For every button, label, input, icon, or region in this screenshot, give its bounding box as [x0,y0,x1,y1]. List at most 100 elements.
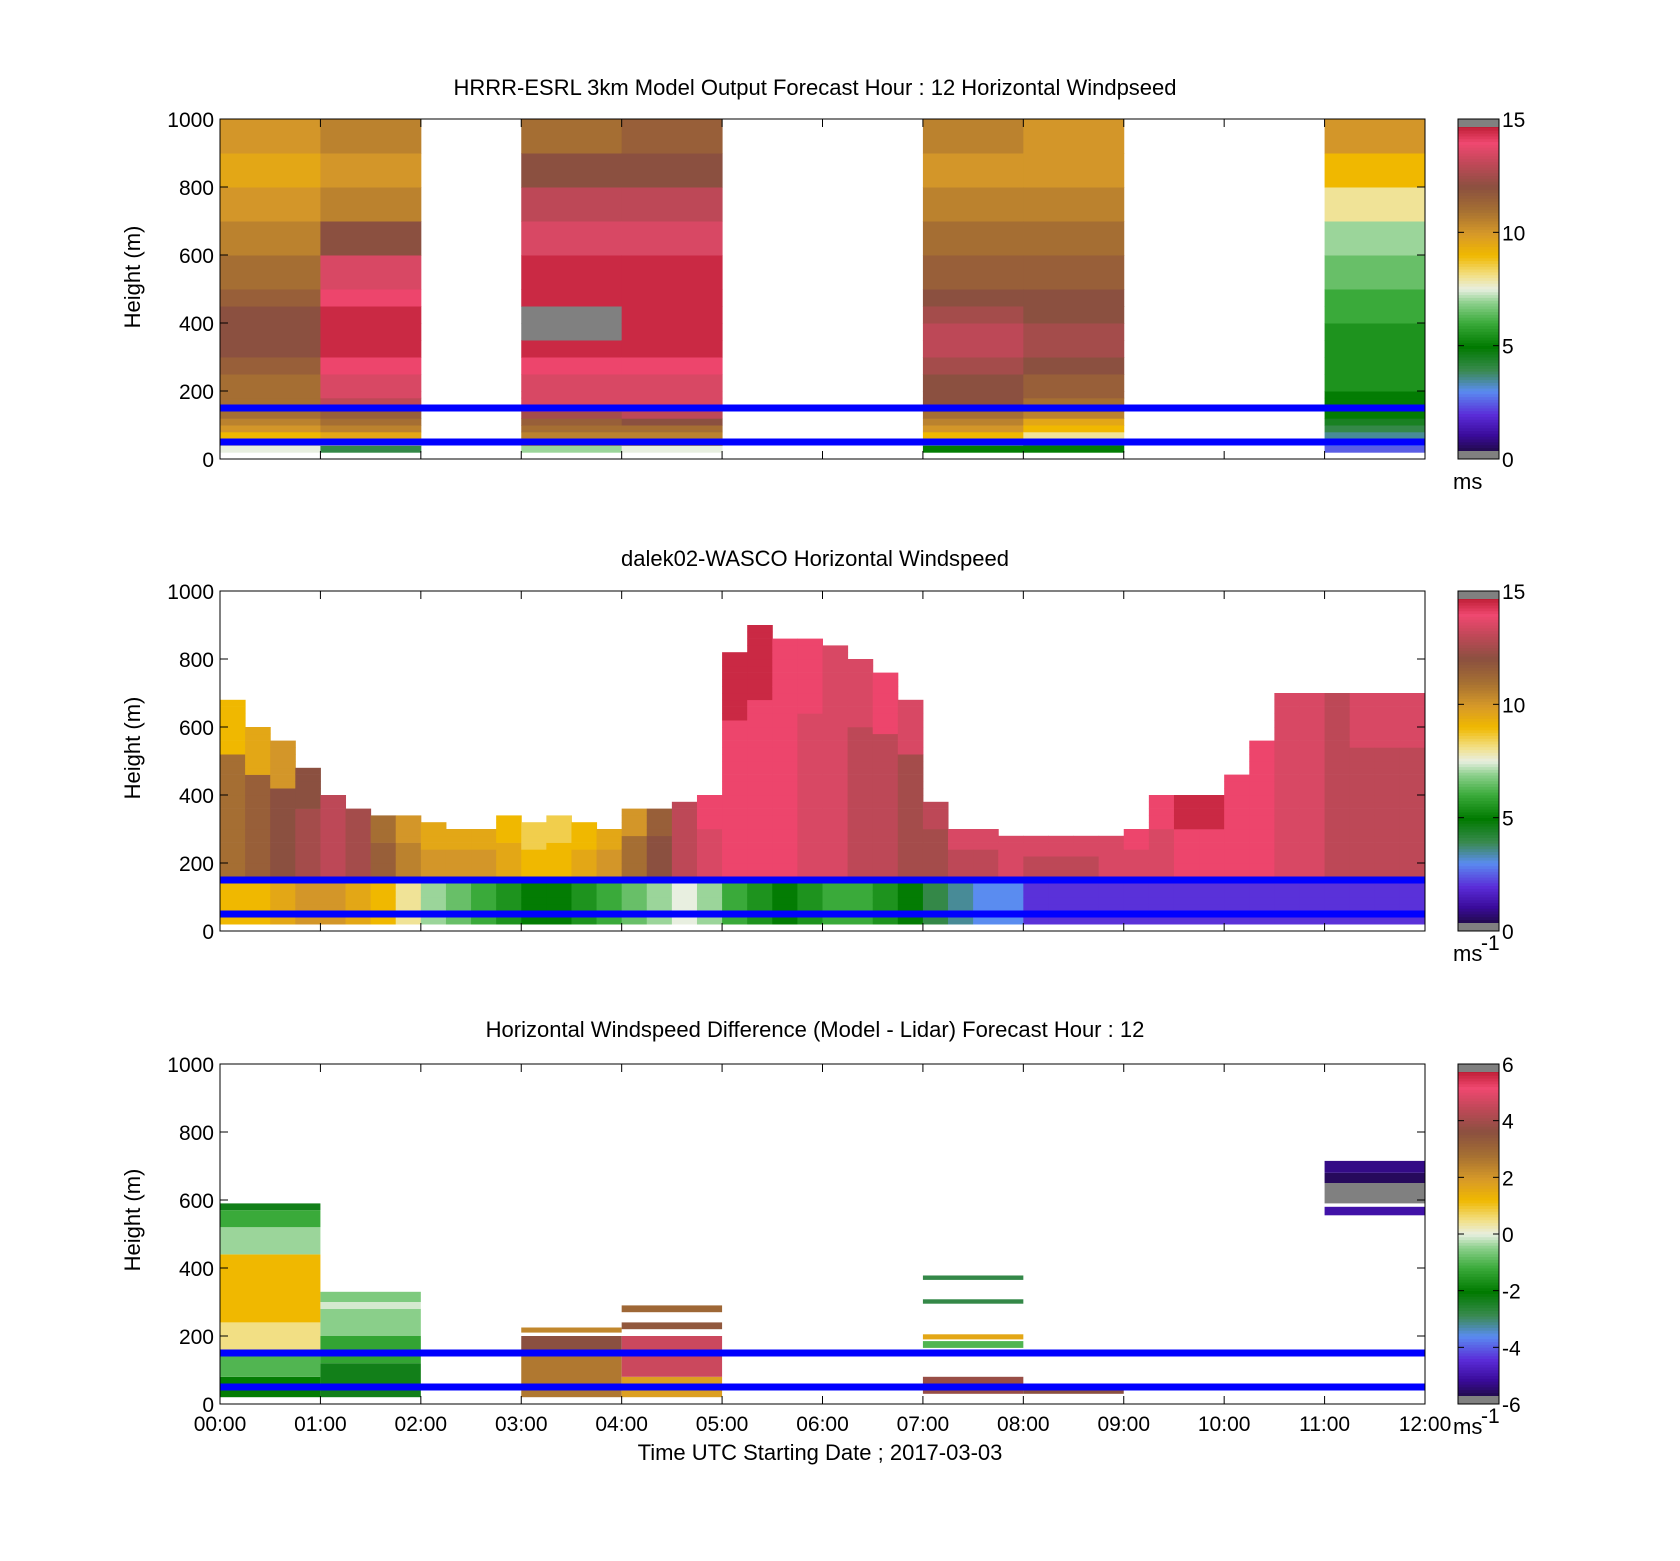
y-tick-label: 600 [179,245,214,268]
colorbar-swatch [1458,868,1499,872]
heatmap-cell [295,829,321,837]
heatmap-cell [1349,883,1376,891]
heatmap-cell [1374,883,1401,891]
heatmap-cell [345,829,372,837]
heatmap-cell [847,767,874,775]
heatmap-cell [320,340,422,358]
x-tick-label: 11:00 [1299,1413,1350,1436]
heatmap-cell [722,903,748,911]
heatmap-cell [1349,699,1376,707]
heatmap-cell [345,917,372,925]
heatmap-cell [797,761,823,769]
heatmap-cell [1324,221,1426,256]
colorbar-swatch [1458,391,1499,395]
heatmap-cell [1199,856,1225,864]
heatmap-cell [797,686,823,694]
heatmap-cell [245,788,271,796]
colorbar-swatch [1458,1180,1499,1184]
colorbar-swatch [1458,752,1499,756]
heatmap-cell [872,727,899,735]
colorbar-swatch [1458,379,1499,383]
heatmap-cell [270,822,296,830]
heatmap-cell [1249,801,1275,809]
colorbar-swatch [1458,408,1499,412]
colorbar-unit-exponent: -1 [1481,1405,1500,1428]
heatmap-cell [747,869,773,877]
colorbar-swatch [1458,1307,1499,1311]
heatmap-cell [1173,917,1200,925]
heatmap-cell [797,713,823,721]
heatmap-cell [822,767,849,775]
heatmap-cell [395,903,422,911]
colorbar-swatch [1458,1214,1499,1218]
heatmap-cell [1173,815,1200,823]
heatmap-cell [1173,897,1200,905]
heatmap-cell [722,679,748,687]
heatmap-cell [546,829,572,837]
heatmap-cell [897,727,924,735]
colorbar-swatch [1458,820,1499,824]
heatmap-cell [1324,431,1426,440]
x-tick-label: 02:00 [395,1413,448,1436]
heatmap-cell [621,815,648,823]
colorbar-swatch [1458,727,1499,731]
heatmap-cell [320,890,347,898]
colorbar-swatch [1458,687,1499,691]
heatmap-cell [395,869,422,877]
colorbar-swatch [1458,1364,1499,1368]
heatmap-cell [872,679,899,687]
heatmap-cell [847,659,874,667]
heatmap-cell [245,829,271,837]
y-axis-label: Height (m) [120,226,145,329]
heatmap-cell [1324,445,1426,453]
heatmap-cell [546,903,572,911]
heatmap-cell [722,883,748,891]
heatmap-cell [872,672,899,680]
colorbar-swatch [1458,1163,1499,1167]
heatmap-cell [1274,747,1300,755]
heatmap-cell [722,781,748,789]
heatmap-cell [220,391,321,399]
heatmap-cell [897,856,924,864]
heatmap-cell [747,747,773,755]
colorbar-swatch [1458,442,1499,446]
heatmap-cell [797,897,823,905]
heatmap-cell [948,856,974,864]
colorbar-swatch [1458,1344,1499,1348]
heatmap-cell [220,418,321,426]
heatmap-cell [621,153,723,188]
heatmap-cell [445,897,472,905]
heatmap-cell [295,774,321,782]
heatmap-cell [1023,153,1125,188]
heatmap-cell [872,706,899,714]
heatmap-cell [822,693,849,701]
colorbar-swatch [1458,914,1499,918]
colorbar-swatch [1458,184,1499,188]
heatmap-cell [696,869,723,877]
colorbar-swatch [1458,1194,1499,1198]
heatmap-cell [1123,897,1150,905]
heatmap-cell [671,835,698,843]
heatmap-cell [772,645,798,653]
heatmap-cell [897,917,924,925]
heatmap-cell [847,665,874,673]
heatmap-cell [897,835,924,843]
colorbar-tick-label: 2 [1502,1167,1514,1190]
heatmap-cell [922,445,1024,453]
colorbar-swatch [1458,393,1499,398]
heatmap-cell [320,411,422,419]
colorbar-swatch [1458,204,1499,208]
heatmap-cell [320,221,422,256]
heatmap-cell [621,411,723,419]
colorbar-swatch [1458,780,1499,785]
colorbar-swatch [1458,1290,1499,1294]
heatmap-cell [220,340,321,358]
heatmap-cell [1173,842,1200,850]
heatmap-cell [445,829,472,837]
heatmap-cell [1023,306,1125,324]
colorbar-tick-label: 0 [1502,449,1514,472]
heatmap-cell [1324,835,1351,843]
colorbar-swatch [1458,1089,1499,1093]
heatmap-cell [722,788,748,796]
heatmap-cell [1249,740,1275,748]
